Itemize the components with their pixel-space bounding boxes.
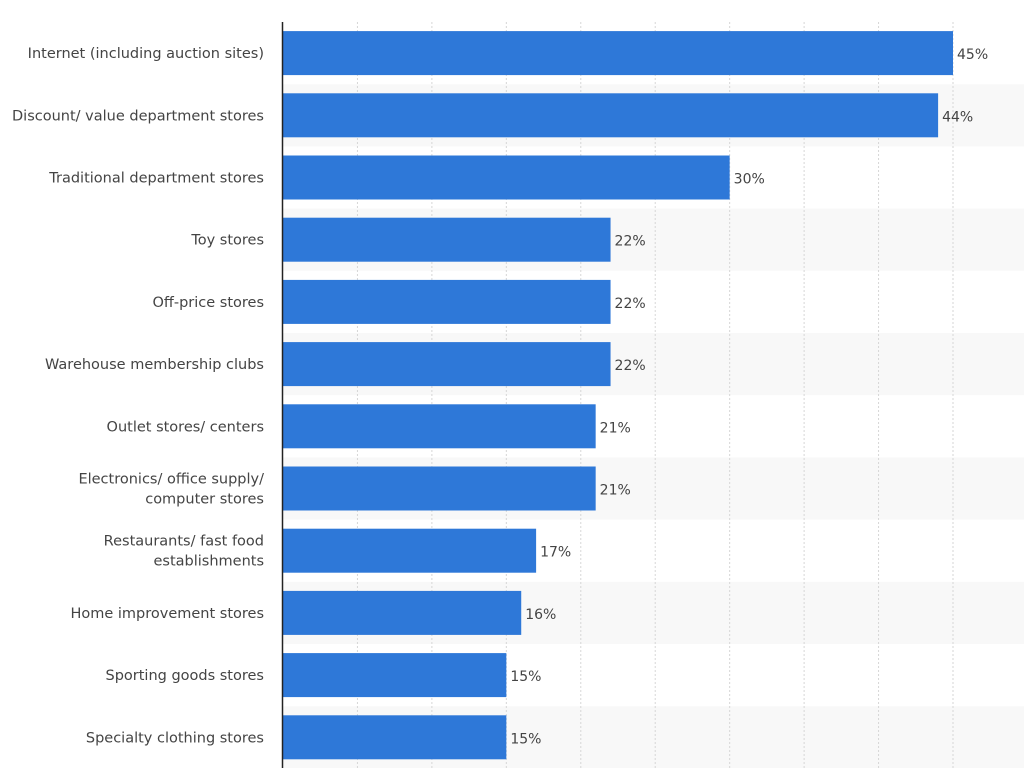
data-label: 22% — [615, 358, 646, 374]
data-label: 44% — [942, 109, 973, 125]
bar — [283, 93, 939, 138]
data-label: 21% — [600, 420, 631, 436]
bar — [283, 715, 507, 760]
bar — [283, 31, 953, 76]
bar — [283, 279, 611, 324]
bar — [283, 217, 611, 262]
category-label: Electronics/ office supply/ — [78, 472, 264, 488]
category-label: establishments — [153, 554, 264, 570]
bar — [283, 590, 522, 635]
category-label: Toy stores — [190, 233, 264, 249]
data-label: 15% — [510, 669, 541, 685]
bar — [283, 404, 596, 449]
data-label: 45% — [957, 47, 988, 63]
category-label: Restaurants/ fast food — [104, 534, 264, 550]
bar — [283, 155, 730, 200]
data-label: 30% — [734, 172, 765, 188]
category-label: Outlet stores/ centers — [107, 419, 264, 435]
data-label: 22% — [615, 296, 646, 312]
data-label: 17% — [540, 545, 571, 561]
category-label: Traditional department stores — [48, 171, 264, 187]
category-label: Warehouse membership clubs — [45, 357, 264, 373]
category-label: computer stores — [145, 492, 264, 508]
data-label: 21% — [600, 483, 631, 499]
category-label: Home improvement stores — [70, 606, 264, 622]
bar — [283, 342, 611, 387]
category-label: Off-price stores — [152, 295, 264, 311]
data-label: 15% — [510, 731, 541, 747]
category-label: Specialty clothing stores — [86, 730, 264, 746]
category-label: Internet (including auction sites) — [28, 46, 264, 62]
bar — [283, 528, 537, 573]
data-label: 22% — [615, 234, 646, 250]
bar — [283, 653, 507, 698]
category-label: Discount/ value department stores — [12, 108, 264, 124]
category-label: Sporting goods stores — [105, 668, 264, 684]
data-label: 16% — [525, 607, 556, 623]
bar — [283, 466, 596, 511]
